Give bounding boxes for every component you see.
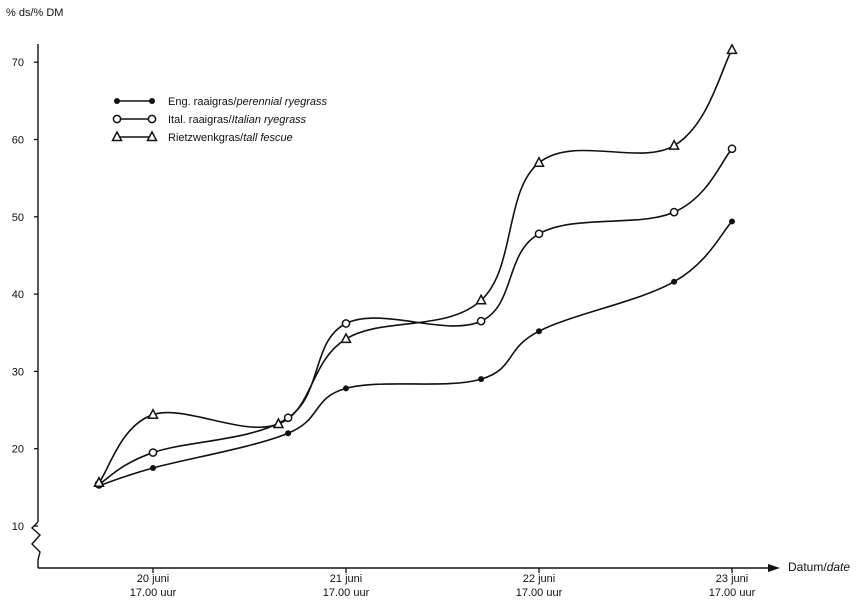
point-triangle	[726, 43, 738, 55]
series-line	[98, 49, 733, 484]
point-dot	[149, 98, 155, 104]
series-markers	[93, 43, 738, 489]
point-circle	[112, 114, 122, 124]
x-tick-label: 23 juni	[716, 573, 748, 585]
point-triangle	[475, 293, 487, 305]
x-axis-arrow	[768, 564, 780, 572]
point-circle	[669, 207, 679, 217]
x-tick-sublabel: 17.00 uur	[709, 587, 756, 599]
point-dot	[114, 98, 120, 104]
point-dot	[478, 376, 485, 383]
y-axis-label: % ds/% DM	[6, 7, 63, 19]
x-axis-label: Datum/date	[788, 560, 850, 574]
y-axis-line	[30, 44, 41, 568]
legend-entry: Eng. raaigras/perennial ryegrass	[168, 96, 327, 108]
legend-entry: Rietzwenkgras/tall fescue	[168, 132, 293, 144]
point-dot	[285, 430, 292, 437]
x-axis-ticks: 20 juni 17.00 uur 21 juni 17.00 uur 22 juni 1…	[130, 568, 756, 599]
legend-entry: Ital. raaigras/Italian ryegrass	[168, 114, 307, 126]
point-circle	[283, 413, 293, 423]
y-tick-label: 70	[12, 57, 24, 69]
x-tick-sublabel: 17.00 uur	[516, 587, 563, 599]
series-line	[98, 148, 733, 485]
series-curves	[98, 49, 733, 487]
point-circle	[341, 319, 351, 328]
x-tick-label: 21 juni	[330, 573, 362, 585]
point-triangle	[111, 130, 123, 142]
point-triangle	[668, 139, 680, 150]
legend: Eng. raaigras/perennial ryegrass Ital. ra…	[111, 96, 327, 144]
y-tick-label: 10	[12, 521, 24, 533]
y-axis-ticks: 10 20 30 40 50 60 70	[12, 57, 38, 533]
y-tick-label: 40	[12, 289, 24, 301]
y-tick-label: 30	[12, 366, 24, 378]
point-dot	[729, 218, 735, 225]
point-triangle	[146, 130, 158, 142]
y-tick-label: 20	[12, 444, 24, 456]
axes	[30, 44, 780, 572]
point-circle	[476, 316, 486, 326]
x-axis-label-italic: date	[827, 560, 851, 574]
x-axis-label-main: Datum/	[788, 560, 827, 574]
x-tick-sublabel: 17.00 uur	[130, 587, 177, 599]
point-dot	[343, 385, 349, 392]
point-circle	[148, 448, 158, 457]
point-triangle	[340, 332, 352, 344]
point-triangle	[272, 417, 285, 429]
series-line	[98, 220, 733, 487]
point-circle	[727, 144, 737, 154]
point-circle	[147, 114, 157, 124]
x-tick-sublabel: 17.00 uur	[323, 587, 370, 599]
point-dot	[671, 278, 678, 285]
y-tick-label: 60	[12, 135, 24, 147]
x-tick-label: 22 juni	[523, 573, 555, 585]
point-circle	[534, 229, 544, 239]
x-tick-label: 20 juni	[137, 573, 169, 585]
point-triangle	[533, 156, 545, 167]
y-tick-label: 50	[12, 212, 24, 224]
point-dot	[536, 328, 542, 335]
point-triangle	[93, 476, 105, 487]
point-dot	[150, 465, 156, 472]
point-triangle	[147, 408, 159, 419]
